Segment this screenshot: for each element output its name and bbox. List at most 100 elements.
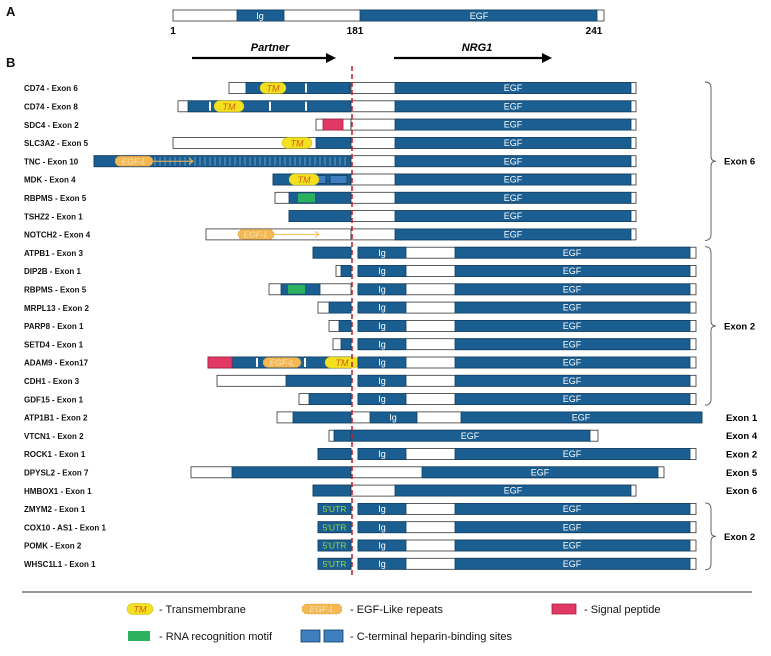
fusion-label: COX10 - AS1 - Exon 1	[24, 523, 107, 532]
fusion-row: MDK - Exon 4 TM EGF	[24, 173, 637, 186]
ig-label: Ig	[378, 248, 386, 258]
partner-arrow-head	[326, 53, 336, 63]
fusion-row: TSHZ2 - Exon 1 EGF	[24, 210, 637, 223]
egf-label: EGF	[572, 413, 591, 423]
fusion-row: TNC - Exon 10 EGF-L EGF	[24, 155, 637, 168]
partner-segment	[328, 319, 352, 332]
egf-domain	[460, 411, 703, 424]
egf-domain	[421, 466, 659, 479]
partner-domain	[317, 502, 352, 515]
nrg1-part: Ig EGF	[357, 448, 697, 460]
ig-domain	[357, 448, 407, 460]
signal-peptide	[207, 356, 233, 369]
fusion-row: ADAM9 - Exon17 EGF-L TM Ig EGF	[24, 356, 697, 369]
tm-domain	[281, 137, 313, 149]
egf-domain	[454, 539, 691, 552]
nrg1-part: EGF	[350, 429, 599, 442]
ig-label: Ig	[378, 376, 386, 386]
domain-gap	[305, 83, 307, 93]
ig-domain	[357, 319, 407, 332]
ig-label: Ig	[378, 303, 386, 313]
nrg1-part: Ig EGF	[357, 557, 697, 570]
egf-label: EGF	[470, 11, 489, 21]
partner-domain	[245, 82, 351, 94]
exon-group-label: Exon 2	[724, 532, 755, 543]
tm-label: TM	[298, 175, 311, 185]
fusion-row: ATPB1 - Exon 3 Ig EGF	[24, 246, 697, 259]
utr-label: 5'UTR	[323, 504, 347, 514]
egf-domain	[454, 265, 691, 277]
fusion-label: ATPB1 - Exon 3	[24, 249, 84, 258]
partner-domain	[317, 557, 352, 570]
nrg1-part: Ig EGF	[357, 301, 697, 314]
partner-domain	[328, 301, 352, 314]
ig-domain	[357, 338, 407, 351]
exon-group-label: Exon 5	[726, 468, 758, 479]
tm-domain	[288, 173, 320, 186]
position-end: 241	[586, 26, 603, 37]
partner-segment	[190, 466, 352, 479]
exon-bracket: Exon 2	[704, 246, 755, 406]
partner-segment: 5'UTR	[317, 557, 352, 570]
ig-label: Ig	[256, 11, 264, 21]
fusion-label: MRPL13 - Exon 2	[24, 304, 89, 313]
egf-label: EGF	[563, 284, 582, 294]
signal-peptide	[322, 118, 344, 131]
egf-domain	[359, 9, 598, 22]
domain-gap	[256, 358, 258, 367]
egf-label: EGF	[504, 120, 523, 130]
panel-a-letter: A	[6, 4, 16, 19]
partner-segment	[315, 118, 352, 131]
fusion-row: ROCK1 - Exon 1 Ig EGF	[24, 448, 697, 460]
egf-domain	[394, 118, 632, 131]
fusion-label: ATP1B1 - Exon 2	[24, 414, 88, 423]
partner-segment	[335, 265, 352, 277]
egf-label: EGF	[563, 248, 582, 258]
partner-segment: EGF-L	[93, 155, 352, 168]
partner-domain	[285, 374, 352, 387]
egf-domain	[394, 82, 632, 94]
nrg1-part: EGF	[350, 228, 637, 241]
partner-domain	[315, 136, 352, 149]
nrg1-part: EGF	[350, 100, 637, 113]
fusion-label: CD74 - Exon 6	[24, 84, 78, 93]
partner-segment: EGF-L TM	[207, 356, 360, 369]
utr-label: 5'UTR	[323, 559, 347, 569]
fusion-label: HMBOX1 - Exon 1	[24, 487, 92, 496]
nrg1-part: Ig EGF	[357, 338, 697, 351]
ig-label: Ig	[378, 284, 386, 294]
ig-domain	[357, 374, 407, 387]
nrg1-part: Ig EGF	[357, 265, 697, 277]
nrg1-header: NRG1	[462, 42, 493, 54]
egf-label: EGF	[563, 504, 582, 514]
legend-text: - Transmembrane	[159, 604, 246, 616]
nrg1-part: EGF	[350, 82, 637, 94]
nrg1-part: Ig EGF	[357, 374, 697, 387]
ig-domain	[357, 557, 407, 570]
utr-label: 5'UTR	[323, 541, 347, 551]
partner-domain	[292, 411, 352, 424]
egf-label: EGF	[531, 467, 550, 477]
egf-domain	[454, 319, 691, 332]
fusion-label: RBPMS - Exon 5	[24, 194, 87, 203]
egf-like-arrowhead	[188, 157, 194, 165]
egf-like-repeat	[262, 357, 302, 368]
partner-segment: TM	[272, 173, 352, 186]
fusion-row: VTCN1 - Exon 2 EGF	[24, 429, 599, 442]
fusion-label: NOTCH2 - Exon 4	[24, 231, 91, 240]
egf-label: EGF	[563, 559, 582, 569]
fusion-row: NOTCH2 - Exon 4 EGF-L EGF	[24, 228, 637, 241]
ig-label: Ig	[378, 394, 386, 404]
egf-like-label: EGF-L	[243, 230, 268, 240]
fusion-row: PARP8 - Exon 1 Ig EGF	[24, 319, 697, 332]
partner-domain	[338, 319, 352, 332]
egf-like-arrowhead	[314, 231, 320, 238]
egf-label: EGF	[504, 175, 523, 185]
tm-label: TM	[336, 358, 349, 368]
egf-like-repeat	[301, 603, 343, 615]
ig-label: Ig	[378, 358, 386, 368]
ig-domain	[357, 502, 407, 515]
fusion-row: CD74 - Exon 8 TM EGF	[24, 100, 637, 113]
partner-segment: 5'UTR	[317, 521, 352, 534]
